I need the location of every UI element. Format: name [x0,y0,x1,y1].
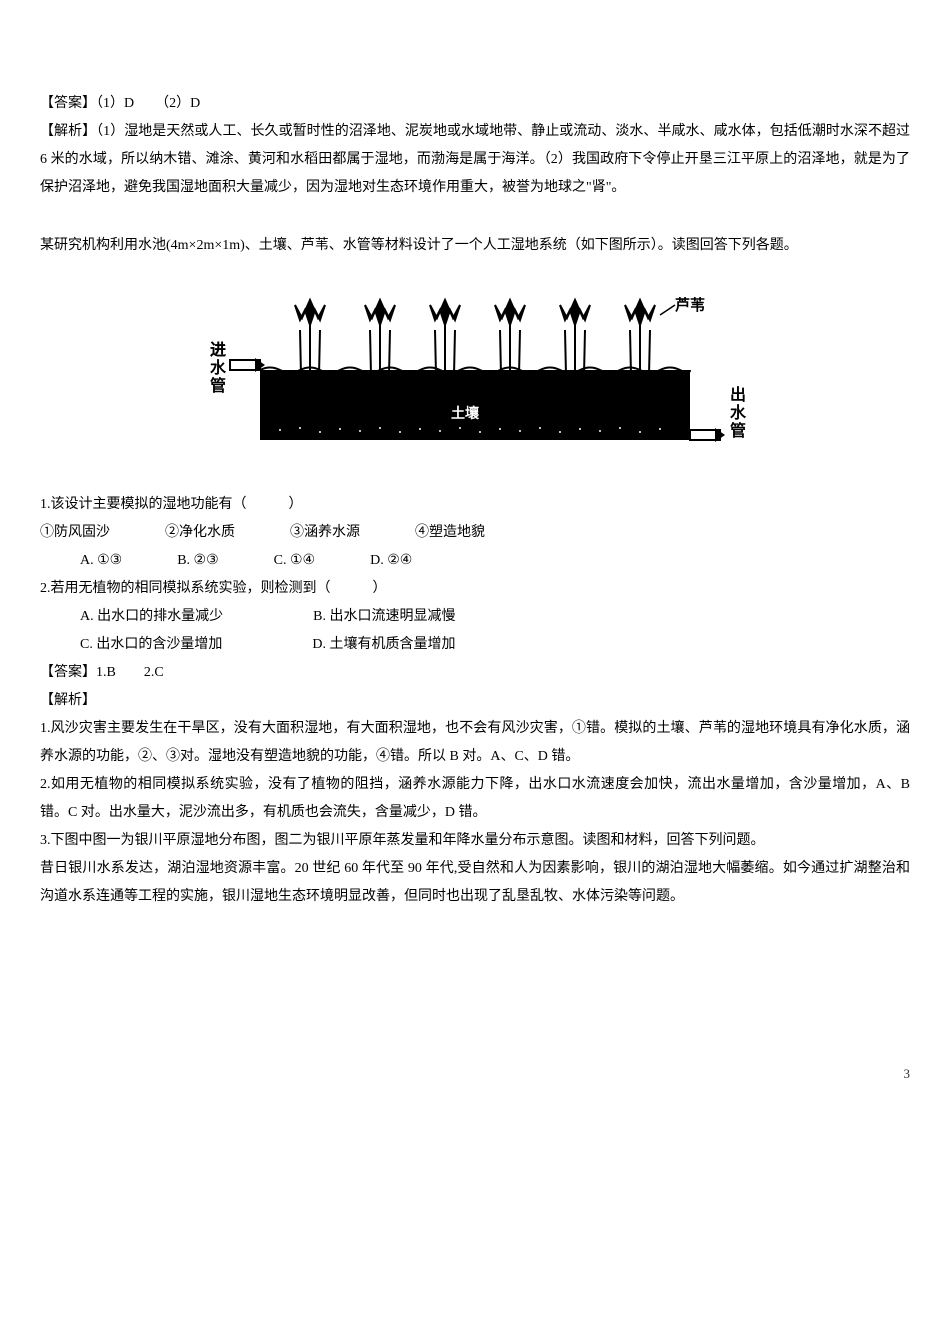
reed-label: 芦苇 [675,296,705,314]
svg-text:水: 水 [210,358,227,377]
q1-opt2: ②净化水质 [165,519,235,547]
svg-text:管: 管 [210,376,226,395]
q1-choice-a: A. ①③ [80,547,122,575]
q1-choice-c: C. ①④ [274,547,315,575]
q1-choice-b: B. ②③ [177,547,218,575]
analysis-2-p2: 2.如用无植物的相同模拟系统实验，没有了植物的阻挡，涵养水源能力下降，出水口水流… [40,771,910,827]
answer-2: 【答案】1.B 2.C [40,659,910,687]
analysis-2-label: 【解析】 [40,687,910,715]
svg-text:出: 出 [730,385,746,404]
q1-opt3: ③涵养水源 [290,519,360,547]
q2-choices-row1: A. 出水口的排水量减少 B. 出水口流速明显减慢 [40,603,910,631]
q3-stem: 3.下图中图一为银川平原湿地分布图，图二为银川平原年蒸发量和年降水量分布示意图。… [40,827,910,855]
wetland-diagram: 进 进 水 管 出 水 管 芦苇 土壤 [200,270,750,481]
q1-choice-d: D. ②④ [370,547,412,575]
svg-text:水: 水 [730,403,747,422]
analysis-text: （1）湿地是天然或人工、长久或暂时性的沼泽地、泥炭地或水域地带、静止或流动、淡水… [40,124,910,195]
q2-choices-row2: C. 出水口的含沙量增加 D. 土壤有机质含量增加 [40,631,910,659]
svg-text:进: 进 [210,341,226,359]
analysis-label: 【解析】 [40,124,96,139]
analysis-2-p1: 1.风沙灾害主要发生在干旱区，没有大面积湿地，有大面积湿地，也不会有风沙灾害，①… [40,715,910,771]
q2-choice-d: D. 土壤有机质含量增加 [312,631,455,659]
soil-label: 土壤 [451,405,480,422]
svg-text:管: 管 [730,421,746,440]
analysis-1: 【解析】（1）湿地是天然或人工、长久或暂时性的沼泽地、泥炭地或水域地带、静止或流… [40,118,910,202]
q1-opt1: ①防风固沙 [40,519,110,547]
page-number: 3 [40,1061,910,1087]
q1-opt4: ④塑造地貌 [415,519,485,547]
q3-text: 昔日银川水系发达，湖泊湿地资源丰富。20 世纪 60 年代至 90 年代,受自然… [40,855,910,911]
q1-choices: A. ①③ B. ②③ C. ①④ D. ②④ [40,547,910,575]
answer-1: 【答案】（1）D （2）D [40,90,910,118]
question-intro: 某研究机构利用水池(4m×2m×1m)、土壤、芦苇、水管等材料设计了一个人工湿地… [40,232,910,260]
q2-stem: 2.若用无植物的相同模拟系统实验，则检测到（ ） [40,575,910,603]
q1-options: ①防风固沙 ②净化水质 ③涵养水源 ④塑造地貌 [40,519,910,547]
q2-choice-c: C. 出水口的含沙量增加 [80,631,222,659]
q2-choice-a: A. 出水口的排水量减少 [80,603,223,631]
q1-stem: 1.该设计主要模拟的湿地功能有（ ） [40,491,910,519]
q2-choice-b: B. 出水口流速明显减慢 [313,603,455,631]
